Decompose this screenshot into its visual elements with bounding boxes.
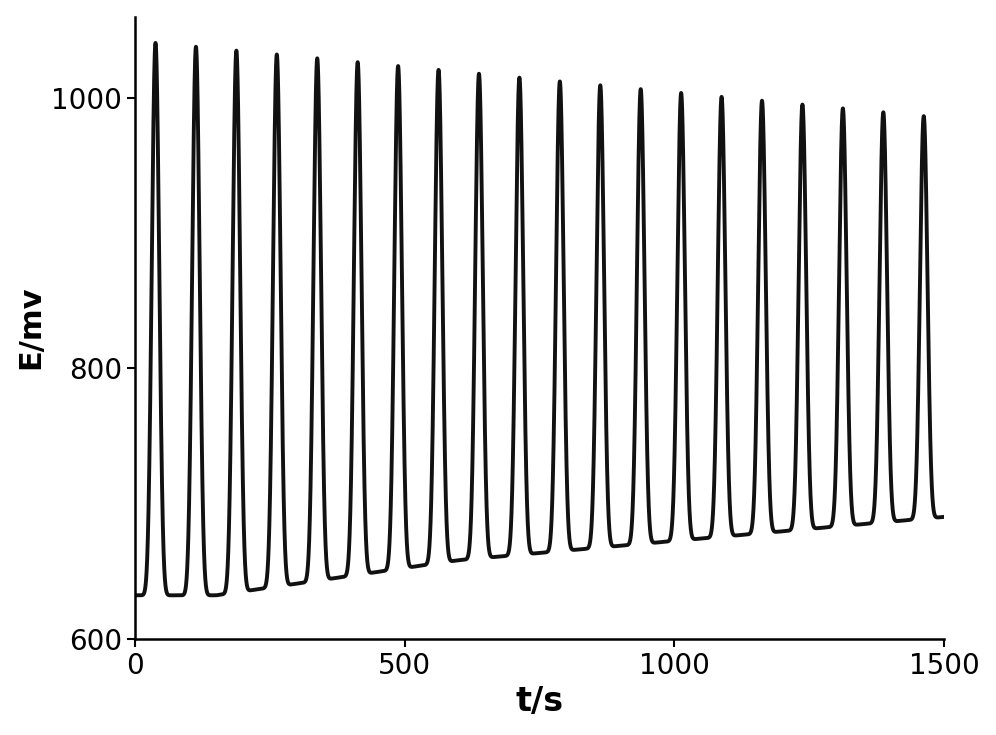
X-axis label: t/s: t/s (516, 685, 564, 718)
Y-axis label: E/mv: E/mv (17, 286, 46, 370)
